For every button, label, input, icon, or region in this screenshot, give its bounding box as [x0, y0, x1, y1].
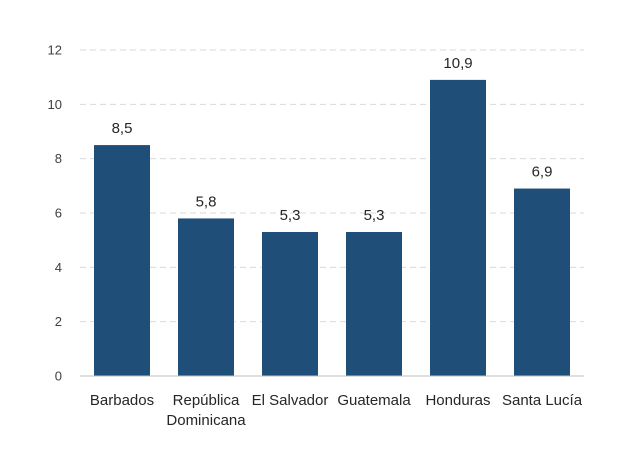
bar [262, 232, 318, 376]
data-label: 10,9 [443, 55, 472, 72]
y-tick-label: 12 [48, 43, 62, 58]
x-category-label: República [173, 392, 240, 409]
data-labels: 8,5 5,8 5,3 5,3 10,9 6,9 [112, 55, 553, 224]
x-category-label: Guatemala [337, 392, 411, 409]
x-axis-categories: Barbados República Dominicana El Salvador Gu… [90, 392, 583, 429]
y-tick-label: 8 [55, 151, 62, 166]
y-tick-label: 0 [55, 369, 62, 384]
y-tick-label: 10 [48, 97, 62, 112]
y-axis-ticks: 0 2 4 6 8 10 12 [48, 43, 62, 384]
bar [94, 145, 150, 376]
bar [178, 218, 234, 376]
gridlines [80, 49, 584, 323]
y-tick-label: 4 [55, 260, 62, 275]
y-tick-label: 6 [55, 206, 62, 221]
x-category-label: Barbados [90, 392, 154, 409]
bars [94, 79, 570, 376]
bar [514, 188, 570, 376]
x-category-label: Santa Lucía [502, 392, 583, 409]
data-label: 5,8 [196, 193, 217, 210]
x-category-label: Dominicana [166, 412, 246, 429]
y-tick-label: 2 [55, 314, 62, 329]
data-label: 8,5 [112, 120, 133, 137]
bar [430, 79, 486, 376]
x-category-label: Honduras [425, 392, 490, 409]
data-label: 6,9 [532, 164, 553, 181]
data-label: 5,3 [280, 207, 301, 224]
x-category-label: El Salvador [252, 392, 329, 409]
data-label: 5,3 [364, 207, 385, 224]
bar [346, 232, 402, 376]
